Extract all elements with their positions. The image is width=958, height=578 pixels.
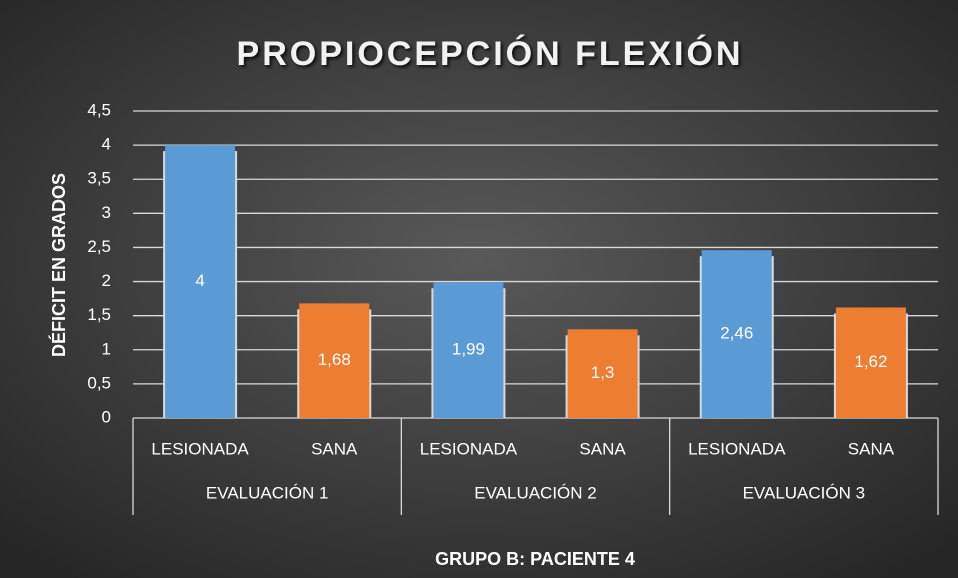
x-tick-label: SANA xyxy=(311,439,358,458)
y-tick-label: 3 xyxy=(102,203,111,222)
bar xyxy=(433,282,504,418)
y-tick-label: 1 xyxy=(102,339,111,358)
y-tick-label: 1,5 xyxy=(87,305,111,324)
data-label: 2,46 xyxy=(720,324,753,343)
bar xyxy=(701,250,772,418)
x-tick-label: LESIONADA xyxy=(420,439,518,458)
bar xyxy=(165,145,236,418)
data-label: 1,99 xyxy=(452,340,485,359)
group-label: EVALUACIÓN 1 xyxy=(206,483,329,502)
bar xyxy=(299,303,370,418)
x-tick-label: LESIONADA xyxy=(151,439,249,458)
x-tick-label: LESIONADA xyxy=(688,439,786,458)
bar xyxy=(835,307,906,418)
y-tick-label: 4 xyxy=(102,135,111,154)
x-axis-label: GRUPO B: PACIENTE 4 xyxy=(435,549,635,569)
y-tick-label: 2 xyxy=(102,271,111,290)
group-label: EVALUACIÓN 2 xyxy=(474,483,597,502)
data-label: 1,3 xyxy=(591,363,615,382)
x-tick-label: SANA xyxy=(579,439,626,458)
data-label: 1,68 xyxy=(318,350,351,369)
data-label: 4 xyxy=(195,271,204,290)
y-tick-label: 0 xyxy=(102,407,111,426)
y-tick-label: 0,5 xyxy=(87,373,111,392)
y-axis-label: DÉFICIT EN GRADOS xyxy=(48,173,69,357)
x-tick-label: SANA xyxy=(848,439,895,458)
y-tick-label: 4,5 xyxy=(87,100,111,119)
y-tick-label: 3,5 xyxy=(87,169,111,188)
chart-title: PROPIOCEPCIÓN FLEXIÓN xyxy=(237,35,744,73)
y-tick-label: 2,5 xyxy=(87,237,111,256)
bar xyxy=(567,329,638,418)
data-label: 1,62 xyxy=(854,352,887,371)
group-label: EVALUACIÓN 3 xyxy=(743,483,866,502)
